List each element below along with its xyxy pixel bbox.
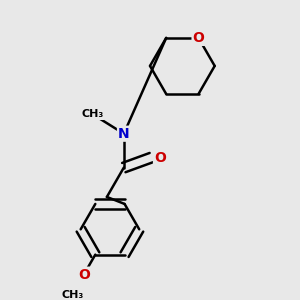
Text: CH₃: CH₃ xyxy=(61,290,83,300)
Text: O: O xyxy=(193,31,205,45)
Text: O: O xyxy=(154,151,166,165)
Text: CH₃: CH₃ xyxy=(81,109,104,119)
Text: N: N xyxy=(118,127,130,141)
Text: O: O xyxy=(78,268,90,282)
